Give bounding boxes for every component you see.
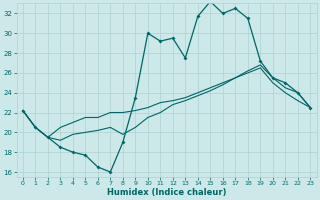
X-axis label: Humidex (Indice chaleur): Humidex (Indice chaleur) — [107, 188, 226, 197]
